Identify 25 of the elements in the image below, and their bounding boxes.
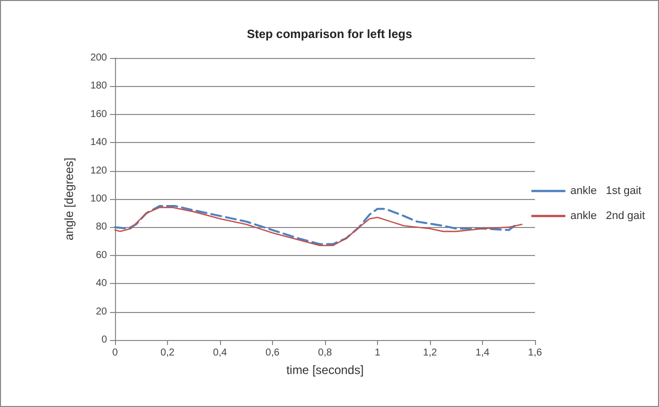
y-tick-label: 0 xyxy=(101,334,108,346)
x-tick-label: 0,6 xyxy=(266,348,280,358)
chart-title: Step comparison for left legs xyxy=(246,27,412,41)
y-axis-title: angle [degrees] xyxy=(62,158,76,240)
y-tick-label: 20 xyxy=(96,306,108,318)
y-tick-label: 60 xyxy=(96,250,108,261)
y-tick-label: 160 xyxy=(90,108,108,120)
y-tick-label: 140 xyxy=(90,137,108,148)
y-tick-label: 200 xyxy=(90,52,108,64)
legend-label: ankle 1st gait xyxy=(570,185,642,197)
x-tick-label: 0 xyxy=(112,348,118,358)
x-tick-label: 1,6 xyxy=(528,348,542,358)
y-tick-label: 100 xyxy=(90,194,108,204)
legend-label: ankle 2nd gait xyxy=(570,210,646,222)
x-tick-label: 0,2 xyxy=(160,348,175,358)
x-tick-label: 1 xyxy=(374,348,381,358)
y-tick-label: 180 xyxy=(90,80,108,92)
y-tick-label: 80 xyxy=(96,222,108,233)
x-tick-label: 1,4 xyxy=(476,348,490,358)
x-tick-label: 0,4 xyxy=(213,348,228,358)
x-tick-label: 0,8 xyxy=(318,348,332,358)
y-tick-label: 120 xyxy=(90,165,108,176)
x-axis-title: time [seconds] xyxy=(286,363,364,377)
x-tick-label: 1,2 xyxy=(423,348,438,358)
y-tick-label: 40 xyxy=(96,278,108,290)
